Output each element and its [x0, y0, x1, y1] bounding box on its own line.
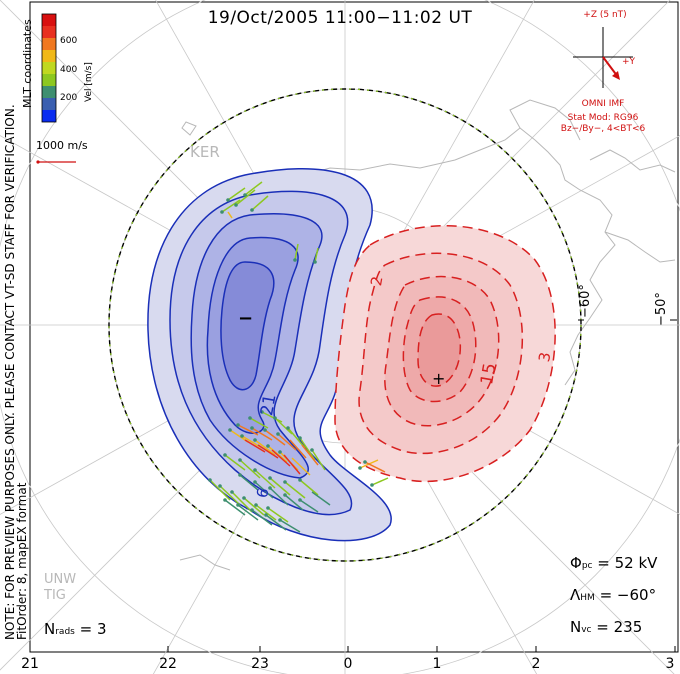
lambda-value: = −60°: [599, 586, 657, 604]
color-bar-segment: [42, 14, 56, 26]
fit-order-note: FitOrder: 8, mapEX format: [15, 482, 29, 640]
potential-minimum-marker: −: [238, 308, 254, 329]
mlt-ticks: [29, 646, 676, 652]
contour-label-15: 15: [477, 361, 501, 387]
reference-vector: [36, 160, 76, 164]
phi-value: = 52 kV: [597, 554, 658, 572]
imf-condition: Bz−/By−, 4<BT<6: [560, 124, 646, 134]
mlt-label-3: 3: [665, 656, 675, 672]
coordinate-system-label: MLT coordinates: [21, 19, 34, 108]
velocity-vectors: [209, 181, 389, 533]
color-bar-label: Vel [m/s]: [84, 62, 94, 102]
color-bar-segment: [42, 62, 56, 74]
mlt-label-21: 21: [21, 656, 39, 672]
nrads-subscript: rads: [55, 627, 75, 637]
phi-symbol: Φ: [570, 554, 582, 572]
color-bar-segment: [42, 86, 56, 98]
velocity-color-bar: [41, 13, 57, 123]
color-bar-segment: [42, 98, 56, 110]
lambda-symbol: Λ: [570, 586, 581, 604]
color-bar-segment: [42, 38, 56, 50]
coastline: [179, 99, 676, 571]
negative-potential-cell: [147, 167, 392, 542]
nvc-value: = 235: [596, 618, 643, 636]
station-label-ker: KER: [190, 143, 220, 161]
mlt-label-2: 2: [531, 656, 541, 672]
cross-polar-potential: Φpc = 52 kV: [570, 554, 657, 572]
lambda-subscript: HM: [580, 593, 595, 603]
mlt-label-1: 1: [432, 656, 442, 672]
contour-label-21: 21: [257, 392, 281, 418]
vector-origin-dots: [208, 193, 374, 522]
map-title: 19/Oct/2005 11:00−11:02 UT: [207, 8, 473, 28]
nvc-subscript: vc: [581, 625, 592, 635]
imf-clock-dial: [573, 27, 633, 88]
imf-source: OMNI IMF: [581, 99, 625, 109]
mlt-label-22: 22: [159, 656, 177, 672]
color-bar-segment: [42, 26, 56, 38]
mlt-label-23: 23: [251, 656, 269, 672]
station-label-unw: UNW: [44, 572, 77, 587]
imf-stat-model: Stat Mod: RG96: [567, 113, 639, 123]
nrads-value: = 3: [79, 620, 107, 638]
imf-y-label: +Y: [622, 57, 636, 67]
hm-boundary-latitude: ΛHM = −60°: [570, 586, 656, 604]
nvc-symbol: N: [570, 618, 582, 636]
reference-vector-label: 1000 m/s: [36, 139, 88, 152]
color-bar-segment: [42, 110, 56, 122]
nrads-symbol: N: [44, 620, 56, 638]
color-bar-tick-200: 200: [60, 93, 78, 103]
station-label-tig: TIG: [44, 588, 66, 603]
potential-maximum-marker: +: [432, 369, 446, 388]
plot-frame: [29, 1, 679, 653]
imf-z-label: +Z (5 nT): [583, 10, 627, 20]
latitude-label-50: −50°: [654, 292, 669, 326]
color-bar-tick-600: 600: [60, 36, 78, 46]
mlt-label-0: 0: [343, 656, 353, 672]
color-bar-segment: [42, 74, 56, 86]
phi-subscript: pc: [581, 561, 593, 571]
positive-potential-cell: [334, 224, 556, 483]
color-bar-tick-400: 400: [60, 65, 78, 75]
latitude-label-60: −60°: [578, 284, 593, 318]
vector-count: Nvc = 235: [570, 618, 642, 636]
color-bar-segment: [42, 50, 56, 62]
hm-boundary-vectors: [108, 88, 582, 562]
radar-count: Nrads = 3: [44, 620, 107, 638]
